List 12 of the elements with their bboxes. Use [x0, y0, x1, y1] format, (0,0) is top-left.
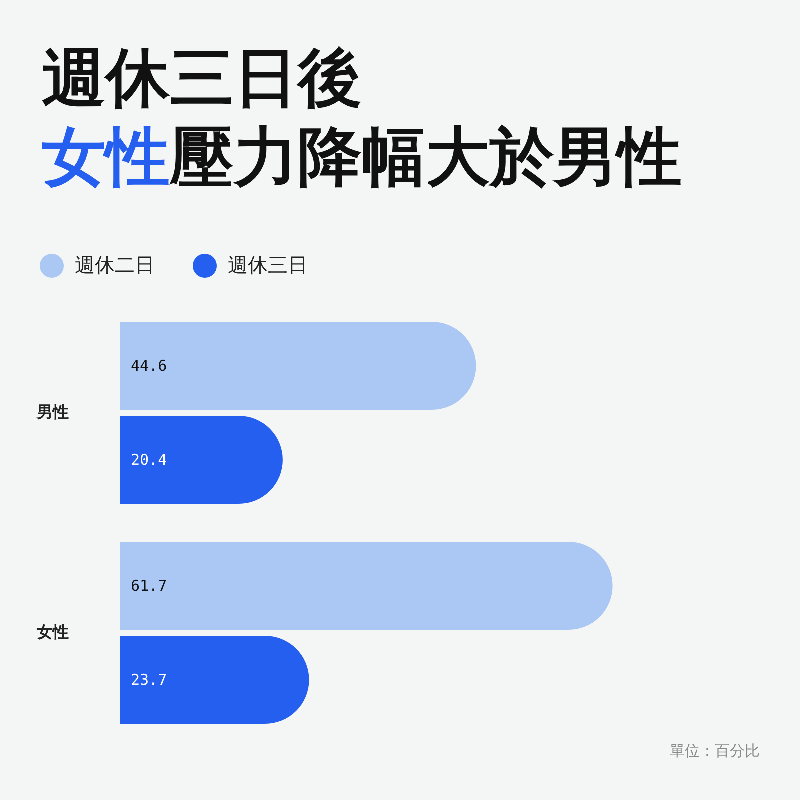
annotation: 單位：百分比 — [670, 743, 760, 760]
data-label: 20.4 — [131, 451, 168, 469]
title: 週休三日後女性壓力降幅大於男性 — [42, 42, 682, 193]
legend-item: 週休三日 — [193, 254, 308, 278]
legend-label: 週休三日 — [228, 255, 308, 277]
data-label: 44.6 — [131, 357, 168, 375]
legend-item: 週休二日 — [40, 254, 155, 278]
data-label: 61.7 — [131, 577, 168, 595]
category-label: 女性 — [37, 624, 69, 642]
data-label: 23.7 — [131, 671, 168, 689]
legend-label: 週休二日 — [75, 255, 155, 277]
category-label: 男性 — [37, 404, 69, 422]
